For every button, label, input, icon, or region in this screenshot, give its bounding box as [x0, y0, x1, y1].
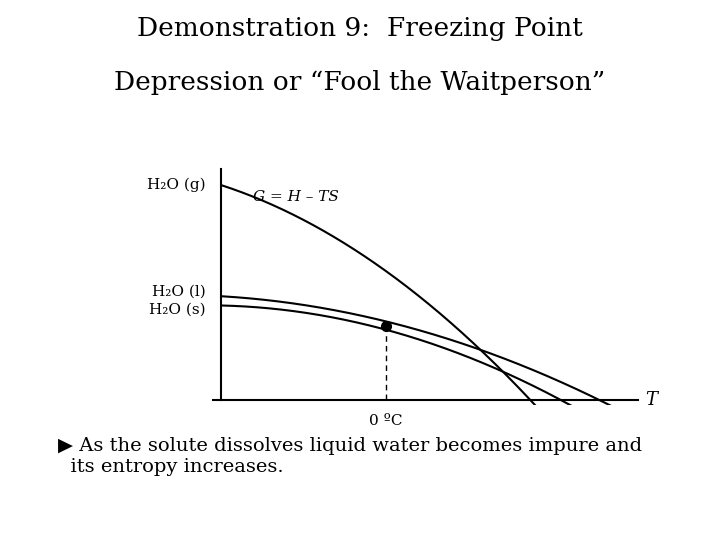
Text: H₂O (l): H₂O (l): [152, 285, 205, 299]
Text: G = H – TS: G = H – TS: [253, 190, 338, 204]
Text: Demonstration 9:  Freezing Point: Demonstration 9: Freezing Point: [137, 16, 583, 41]
Text: H₂O (s): H₂O (s): [149, 303, 205, 317]
Text: H₂O (g): H₂O (g): [147, 178, 205, 192]
Text: T: T: [645, 392, 657, 409]
Text: Depression or “Fool the Waitperson”: Depression or “Fool the Waitperson”: [114, 70, 606, 95]
Text: 0 ºC: 0 ºC: [369, 414, 403, 428]
Text: ▶ As the solute dissolves liquid water becomes impure and
  its entropy increase: ▶ As the solute dissolves liquid water b…: [58, 437, 642, 476]
